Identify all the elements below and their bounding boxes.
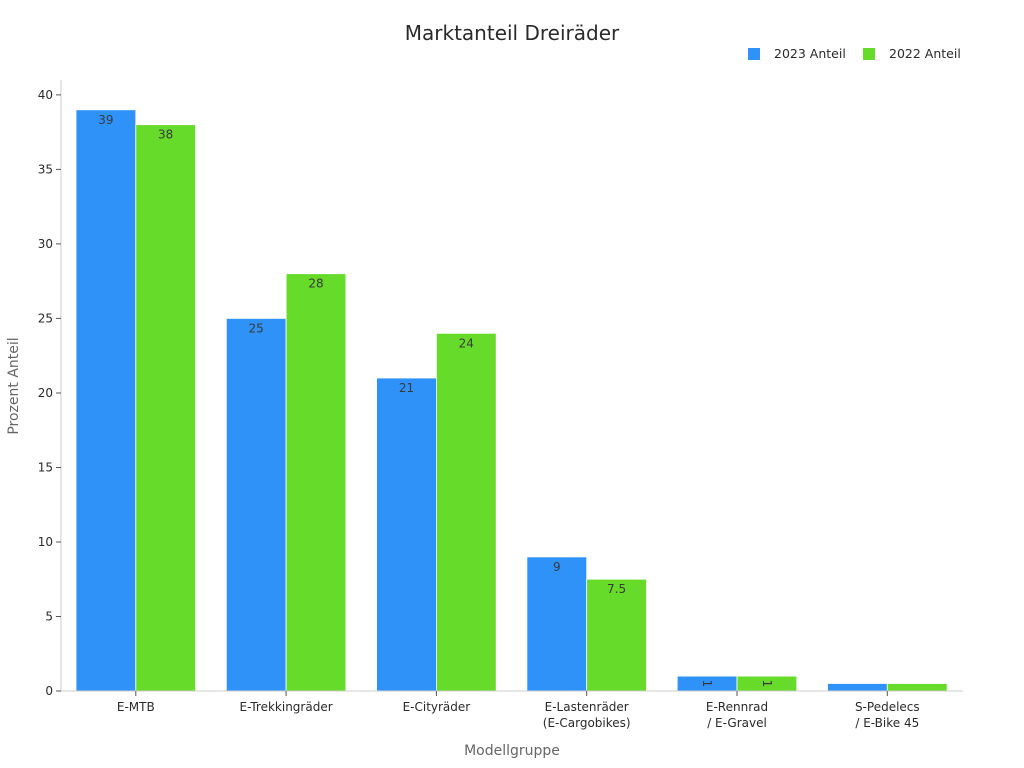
bar (75, 109, 137, 692)
y-tick-label: 20 (38, 386, 53, 400)
chart-title: Marktanteil Dreiräder (405, 21, 620, 45)
x-tick-label: / E-Bike 45 (855, 716, 919, 730)
data-label: 1 (700, 680, 714, 688)
bar (886, 683, 948, 692)
legend-label: 2022 Anteil (889, 46, 961, 61)
data-label: 38 (158, 128, 173, 142)
legend-swatch (863, 48, 875, 60)
bar (586, 578, 647, 692)
y-tick-label: 15 (38, 461, 53, 475)
data-label: 39 (98, 113, 113, 127)
bar (376, 377, 437, 692)
data-label: 7.5 (607, 582, 626, 596)
x-tick-label: E-Cityräder (403, 700, 471, 714)
y-tick-label: 30 (38, 237, 53, 251)
bar (285, 273, 347, 692)
data-label: 28 (308, 277, 323, 291)
y-tick-label: 10 (38, 535, 53, 549)
legend-swatch (748, 48, 760, 60)
y-tick-label: 25 (38, 311, 53, 325)
data-label: 24 (459, 336, 474, 350)
legend: 2023 Anteil 2022 Anteil (748, 46, 961, 61)
data-label: 25 (249, 321, 264, 335)
bar (225, 317, 287, 692)
x-tick-label: E-Rennrad (706, 700, 768, 714)
x-tick-label: E-Trekkingräder (240, 700, 333, 714)
y-axis-title: Prozent Anteil (6, 337, 22, 434)
axes: 0 5 10 15 20 25 30 35 40 E-MTB E-Trekkingräder E-Ci… (38, 80, 963, 730)
bar (526, 556, 588, 692)
x-tick-label: E-Lastenräder (545, 700, 629, 714)
data-labels: 39 25 21 9 1 38 28 24 7.5 1 (98, 113, 774, 688)
legend-label: 2023 Anteil (774, 46, 846, 61)
y-tick-label: 5 (45, 610, 53, 624)
x-tick-label: S-Pedelecs (855, 700, 920, 714)
bar (827, 683, 888, 692)
y-tick-label: 35 (38, 162, 53, 176)
x-tick-label: / E-Gravel (707, 716, 767, 730)
bars (75, 109, 948, 692)
x-tick-label: E-MTB (117, 700, 155, 714)
y-tick-label: 40 (38, 88, 53, 102)
x-axis-title: Modellgruppe (464, 743, 560, 759)
data-label: 9 (553, 560, 561, 574)
y-tick-label: 0 (45, 684, 53, 698)
bar (435, 332, 497, 692)
data-label: 21 (399, 381, 414, 395)
x-tick-label: (E-Cargobikes) (543, 716, 631, 730)
data-label: 1 (760, 680, 774, 688)
bar (135, 124, 197, 692)
